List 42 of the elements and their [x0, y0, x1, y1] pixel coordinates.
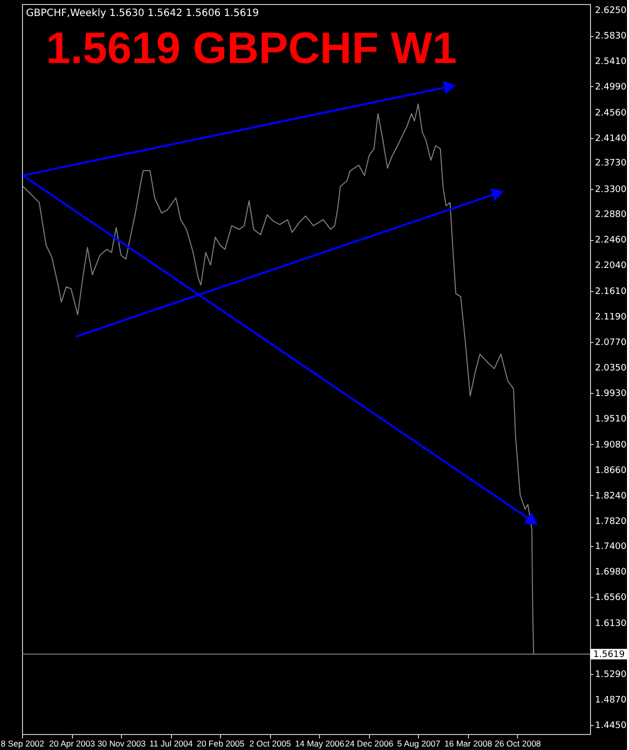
y-tick-label: 1.9930: [595, 388, 627, 399]
y-tick-label: 2.4140: [595, 134, 627, 144]
x-tick-label: 24 Dec 2006: [345, 738, 394, 748]
y-tick-label: 2.3300: [595, 184, 627, 195]
y-tick-label: 2.3730: [595, 158, 627, 169]
y-tick-label: 1.6980: [595, 568, 627, 578]
x-tick-label: 2 Oct 2005: [249, 738, 292, 748]
y-tick-label: 1.8660: [595, 466, 627, 476]
y-tick-label: 1.9510: [595, 414, 627, 424]
y-tick-label: 2.4560: [595, 108, 627, 118]
x-tick-label: 30 Nov 2003: [97, 738, 146, 748]
y-tick-label: 2.1610: [595, 287, 627, 298]
y-tick-label: 2.5830: [595, 32, 627, 42]
y-tick-label: 2.5410: [595, 56, 627, 67]
x-tick-label: 20 Feb 2005: [196, 738, 245, 748]
y-tick-label: 1.6560: [595, 593, 627, 604]
y-tick-label: 1.4450: [595, 720, 627, 731]
text: 1.5619 GBPCHF W1: [46, 24, 457, 73]
y-tick-label: 1.7400: [595, 542, 627, 552]
x-tick-label: 5 Aug 2007: [397, 738, 440, 748]
y-tick-label: 1.8240: [595, 491, 627, 502]
y-tick-label: 2.0350: [595, 363, 627, 374]
y-tick-label: 2.0770: [595, 338, 627, 348]
y-tick-label: 2.1190: [595, 312, 627, 323]
y-tick-label: 2.6250: [595, 6, 627, 16]
x-tick-label: 8 Sep 2002: [0, 738, 45, 748]
x-tick-label: 20 Apr 2003: [49, 738, 96, 748]
y-tick-label: 2.2460: [595, 236, 627, 246]
y-tick-label: 2.2040: [595, 261, 627, 272]
x-tick-label: 14 May 2006: [295, 738, 344, 748]
x-tick-label: 16 Mar 2008: [444, 738, 492, 748]
x-tick-label: 11 Jul 2004: [149, 738, 194, 748]
y-tick-label: 1.4870: [595, 695, 627, 706]
y-tick-label: 2.2880: [595, 210, 627, 220]
x-tick-label: 26 Oct 2008: [494, 738, 542, 748]
y-tick-label: 1.5290: [595, 670, 627, 680]
y-tick-label: 1.6130: [595, 619, 627, 630]
y-tick-label: 1.9080: [595, 440, 627, 450]
y-tick-label: 2.4990: [595, 82, 627, 92]
ref-line-label: 1.5619: [593, 650, 626, 660]
chart-subtitle: GBPCHF,Weekly 1.5630 1.5642 1.5606 1.5619: [26, 8, 259, 19]
y-tick-label: 1.7820: [595, 516, 627, 527]
